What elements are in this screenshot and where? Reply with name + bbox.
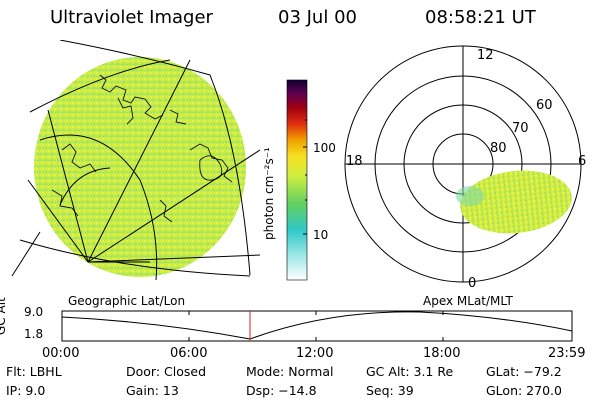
colorbar [286,79,308,281]
time-label: 08:58:21 UT [425,7,536,28]
date-label: 03 Jul 00 [278,7,357,28]
mlt-label-bottom: 0 [468,276,477,291]
mlt-label-left: 18 [346,154,363,169]
altitude-xtick-3: 18:00 [423,346,461,361]
info-filter: Flt: LBHL [6,364,62,379]
latlon-grid [11,40,260,281]
info-glon: GLon: 270.0 [486,383,562,398]
altitude-ylabel: GC Alt [0,297,8,335]
altitude-xtick-4: 23:59 [548,346,586,361]
info-mode: Mode: Normal [246,364,334,379]
info-seq: Seq: 39 [366,383,414,398]
info-gain: Gain: 13 [126,383,179,398]
altitude-ytick-low: 1.8 [24,327,44,341]
info-gc-alt: GC Alt: 3.1 Re [366,364,454,379]
info-dsp: Dsp: −14.8 [246,383,317,398]
altitude-xtick-1: 06:00 [170,346,208,361]
info-glat: GLat: −79.2 [486,364,562,379]
info-ip: IP: 9.0 [6,383,46,398]
lat-label-80: 80 [490,141,507,156]
colorbar-tick-10: 10 [313,228,329,242]
mlt-label-right: 6 [578,154,587,169]
colorbar-tick-100: 100 [313,141,336,155]
altitude-curve [61,311,573,340]
colorbar-unit-label: photon cm⁻²s⁻¹ [262,147,276,240]
uv-image-panel [11,40,260,281]
altitude-ytick-high: 9.0 [24,305,44,319]
info-door: Door: Closed [126,364,207,379]
right-panel-caption: Apex MLat/MLT [423,294,513,308]
auroral-oval [460,170,572,234]
uv-image-disk [34,57,246,277]
altitude-plot [61,310,573,342]
altitude-xtick-0: 00:00 [42,346,80,361]
lat-label-70: 70 [512,121,529,136]
left-panel-caption: Geographic Lat/Lon [68,294,186,308]
mlt-label-top: 12 [477,48,494,63]
lat-label-60: 60 [536,98,553,113]
polar-plot [344,45,582,283]
app-title: Ultraviolet Imager [50,7,213,28]
altitude-xtick-2: 12:00 [296,346,334,361]
